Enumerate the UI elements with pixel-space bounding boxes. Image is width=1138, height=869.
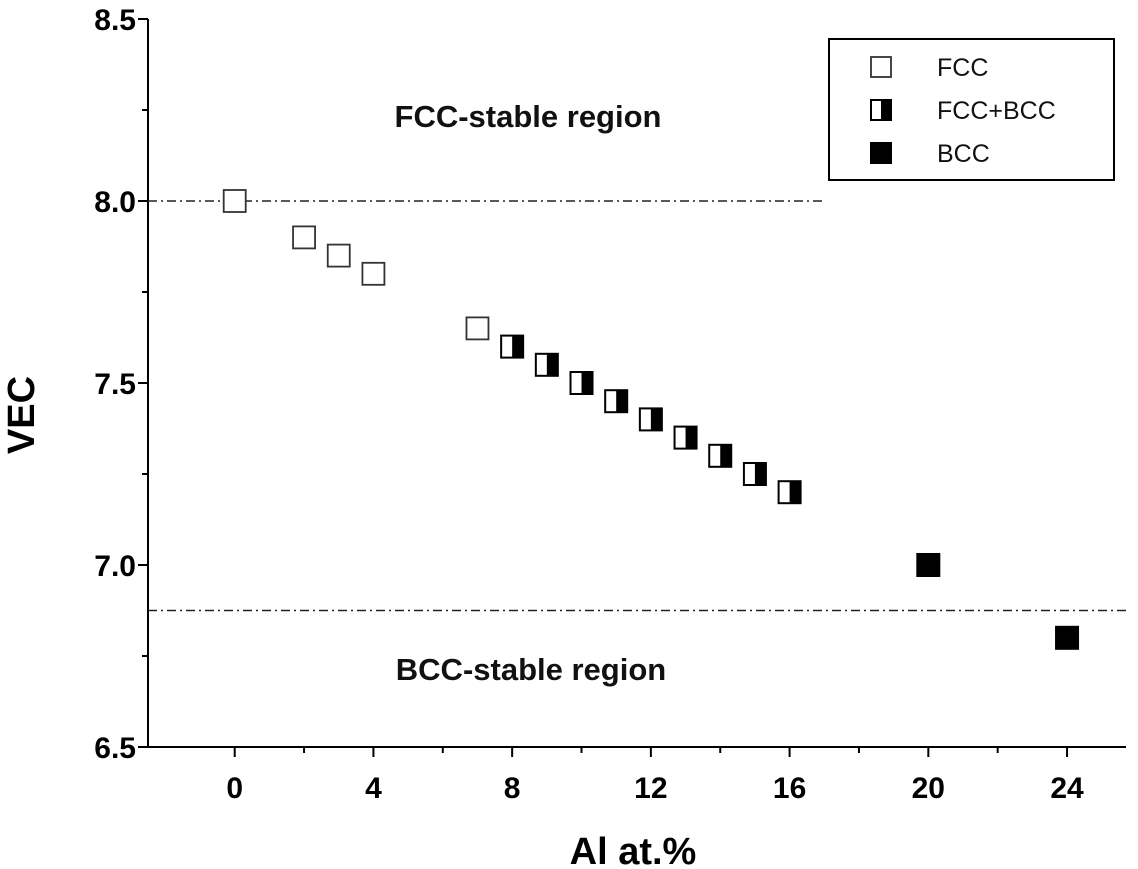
fcc-point bbox=[465, 316, 490, 341]
data-points bbox=[222, 189, 1080, 650]
x-axis-ticks: 0 4 8 12 16 20 24 bbox=[226, 747, 1084, 805]
fcc-bcc-point bbox=[673, 425, 698, 450]
fcc-region-label: FCC-stable region bbox=[395, 99, 662, 134]
marker-half bbox=[581, 372, 593, 394]
x-tick-label: 20 bbox=[912, 772, 945, 805]
marker-outline bbox=[292, 225, 316, 250]
fcc-bcc-point bbox=[604, 389, 629, 414]
legend-label: FCC+BCC bbox=[937, 97, 1056, 125]
bcc-point bbox=[916, 553, 941, 577]
fcc-bcc-point bbox=[742, 462, 767, 486]
y-tick-label: 7.0 bbox=[94, 550, 136, 583]
x-tick-label: 4 bbox=[365, 772, 382, 805]
marker-outline bbox=[465, 316, 490, 341]
bcc-region-label: BCC-stable region bbox=[396, 652, 666, 687]
y-axis-title: VEC bbox=[1, 376, 43, 454]
fcc-point bbox=[361, 261, 386, 286]
marker-half bbox=[754, 463, 766, 485]
marker-outline bbox=[870, 56, 892, 78]
legend-marker bbox=[870, 99, 892, 121]
legend: FCC FCC+BCC BCC bbox=[828, 38, 1115, 181]
x-tick-label: 8 bbox=[504, 772, 521, 805]
marker-half bbox=[881, 100, 891, 120]
legend-label: FCC bbox=[937, 54, 988, 82]
legend-marker bbox=[870, 142, 892, 164]
marker-fill bbox=[916, 553, 941, 577]
x-tick-label: 24 bbox=[1050, 772, 1084, 805]
marker-half bbox=[685, 426, 697, 449]
marker-fill bbox=[870, 142, 892, 164]
x-tick-label: 12 bbox=[634, 772, 667, 805]
legend-marker bbox=[870, 56, 892, 78]
x-tick-label: 16 bbox=[773, 772, 806, 805]
marker-outline bbox=[361, 261, 386, 286]
marker-half bbox=[616, 390, 628, 413]
marker-half bbox=[720, 444, 732, 467]
fcc-bcc-point bbox=[638, 407, 663, 432]
marker-half bbox=[789, 481, 801, 504]
fcc-bcc-point bbox=[569, 371, 594, 395]
fcc-bcc-point bbox=[534, 352, 559, 377]
marker-fill bbox=[1055, 625, 1080, 650]
marker-half bbox=[512, 335, 524, 358]
fcc-point bbox=[326, 243, 351, 268]
legend-items: FCC FCC+BCC BCC bbox=[870, 54, 1056, 168]
y-axis-ticks: 6.5 7.0 7.5 8.0 8.5 bbox=[94, 4, 148, 765]
legend-label: BCC bbox=[937, 140, 990, 168]
marker-outline bbox=[222, 189, 247, 213]
fcc-bcc-point bbox=[777, 480, 802, 505]
fcc-bcc-point bbox=[708, 443, 733, 468]
y-tick-label: 6.5 bbox=[94, 732, 136, 765]
x-axis-title: Al at.% bbox=[570, 831, 697, 869]
fcc-point bbox=[222, 189, 247, 213]
fcc-point bbox=[292, 225, 316, 250]
bcc-point bbox=[1055, 625, 1080, 650]
reference-lines bbox=[148, 200, 1126, 612]
marker-half bbox=[546, 353, 558, 376]
fcc-bcc-point bbox=[500, 334, 525, 359]
y-tick-label: 7.5 bbox=[94, 368, 136, 401]
marker-outline bbox=[326, 243, 351, 268]
marker-half bbox=[650, 408, 662, 431]
y-tick-label: 8.0 bbox=[94, 186, 136, 219]
x-tick-label: 0 bbox=[226, 772, 243, 805]
y-tick-label: 8.5 bbox=[94, 4, 136, 37]
